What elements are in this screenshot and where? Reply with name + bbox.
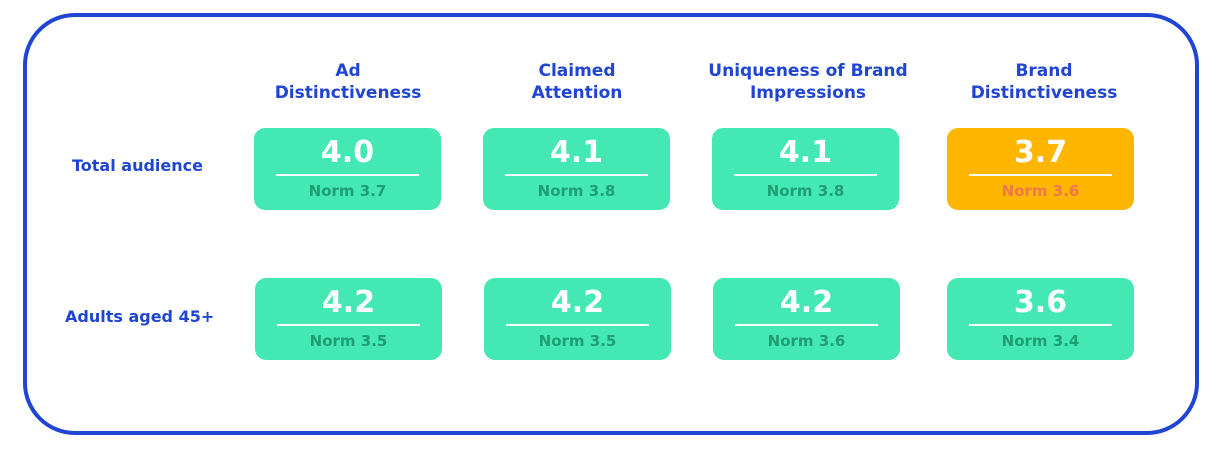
- column-header-ad-distinctiveness: Ad Distinctiveness: [274, 61, 422, 103]
- norm-label: Norm 3.6: [767, 332, 846, 350]
- score-tile: 4.0 Norm 3.7: [254, 128, 441, 210]
- tile-divider: [506, 324, 649, 326]
- score-tile: 4.2 Norm 3.5: [484, 278, 671, 360]
- tile-divider: [277, 324, 420, 326]
- tile-divider: [276, 174, 419, 176]
- score-value: 4.1: [549, 135, 604, 170]
- column-header-claimed-attention: Claimed Attention: [531, 61, 623, 103]
- tile-divider: [969, 324, 1112, 326]
- tile-divider: [505, 174, 648, 176]
- score-value: 4.2: [779, 285, 834, 320]
- score-tile: 4.2 Norm 3.5: [255, 278, 442, 360]
- score-tile: 3.6 Norm 3.4: [947, 278, 1134, 360]
- tile-divider: [735, 324, 878, 326]
- column-header-brand-distinctiveness: Brand Distinctiveness: [970, 61, 1118, 103]
- norm-label: Norm 3.8: [537, 182, 616, 200]
- norm-label: Norm 3.6: [1001, 182, 1080, 200]
- scorecard-panel: [23, 13, 1199, 435]
- score-value: 4.1: [778, 135, 833, 170]
- norm-label: Norm 3.4: [1001, 332, 1080, 350]
- norm-label: Norm 3.7: [308, 182, 387, 200]
- score-tile: 4.1 Norm 3.8: [712, 128, 899, 210]
- norm-label: Norm 3.5: [538, 332, 617, 350]
- tile-divider: [734, 174, 877, 176]
- score-tile: 4.2 Norm 3.6: [713, 278, 900, 360]
- tile-divider: [969, 174, 1112, 176]
- norm-label: Norm 3.5: [309, 332, 388, 350]
- score-value: 4.2: [550, 285, 605, 320]
- row-label-total-audience: Total audience: [72, 156, 203, 175]
- score-value: 3.7: [1013, 135, 1068, 170]
- column-header-uniqueness-of-brand-impressions: Uniqueness of Brand Impressions: [708, 61, 908, 103]
- row-label-adults-aged-45-plus: Adults aged 45+: [65, 307, 215, 326]
- score-value: 4.2: [321, 285, 376, 320]
- norm-label: Norm 3.8: [766, 182, 845, 200]
- score-tile-flagged: 3.7 Norm 3.6: [947, 128, 1134, 210]
- score-value: 4.0: [320, 135, 375, 170]
- score-value: 3.6: [1013, 285, 1068, 320]
- score-tile: 4.1 Norm 3.8: [483, 128, 670, 210]
